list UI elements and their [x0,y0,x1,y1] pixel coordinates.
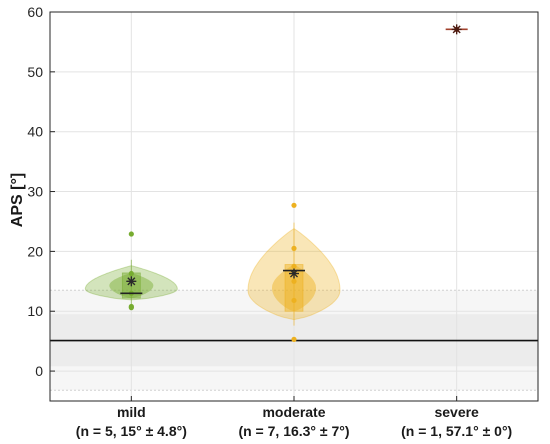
data-point [291,278,297,284]
data-point [291,336,297,342]
mean-marker [451,24,462,35]
data-point [128,231,134,237]
y-tick-label: 50 [27,64,43,80]
data-point [291,245,297,251]
x-tick-label-name: moderate [262,404,325,420]
y-tick-label: 20 [27,243,43,259]
y-tick-label: 30 [27,184,43,200]
data-point [128,305,134,311]
x-tick-label-stats: (n = 1, 57.1° ± 0°) [401,423,512,439]
y-axis-ticks: 0 10 20 30 40 50 60 [27,4,55,379]
x-tick-label-name: severe [434,404,479,420]
data-point [291,263,297,269]
y-tick-label: 60 [27,4,43,20]
y-tick-label: 40 [27,124,43,140]
y-tick-label: 0 [35,363,43,379]
data-point [128,270,134,277]
x-axis-ticks: mild (n = 5, 15° ± 4.8°) moderate (n = 7, 1… [76,396,512,439]
violins [84,24,468,342]
violin-severe [445,24,468,35]
y-axis-title: APS [°] [9,173,26,227]
mean-marker [289,268,299,279]
x-tick-label-name: mild [117,404,146,420]
mean-marker [126,276,137,287]
data-point [291,202,297,208]
mean-marker-stroke [289,269,299,278]
mean-marker-stroke [127,277,136,286]
mean-marker-stroke [452,25,461,34]
data-point [291,297,297,304]
x-tick-label-stats: (n = 7, 16.3° ± 7°) [238,423,349,439]
violin-moderate [247,202,341,342]
y-tick-label: 10 [27,303,43,319]
x-tick-label-stats: (n = 5, 15° ± 4.8°) [76,423,187,439]
violin-mild [84,231,178,311]
